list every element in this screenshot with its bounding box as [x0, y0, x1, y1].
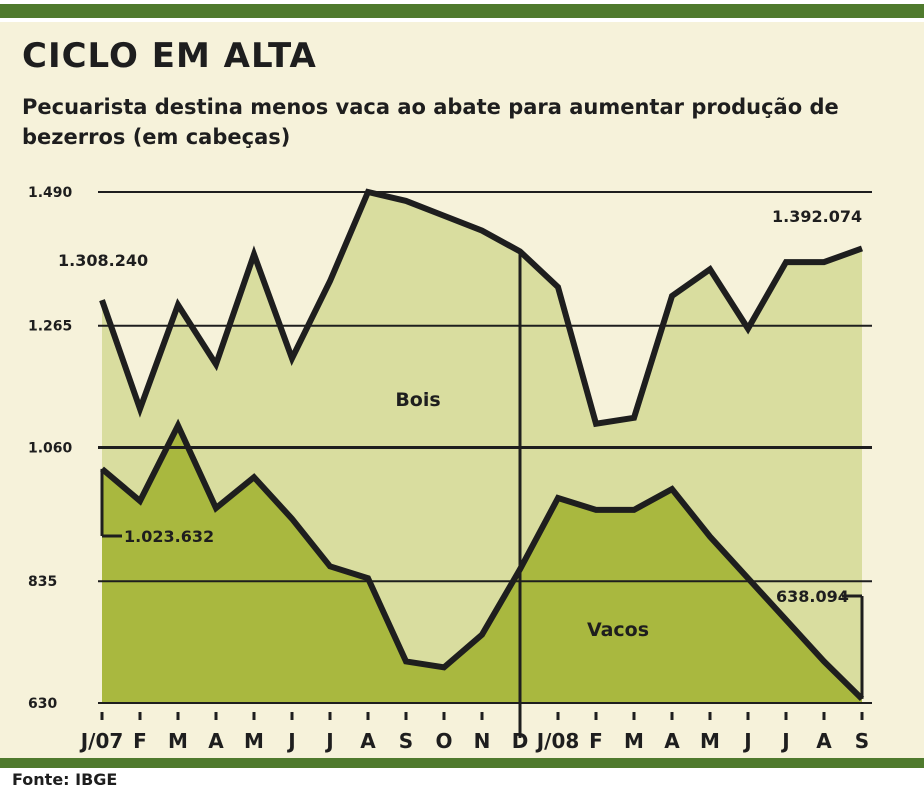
x-tick-label: M [624, 729, 644, 753]
chart-subtitle: Pecuarista destina menos vaca ao abate p… [22, 95, 839, 149]
x-tick-label: J [780, 729, 789, 753]
x-tick-label: S [399, 729, 413, 753]
series-label-vacos: Vacos [587, 619, 649, 641]
x-tick-label: A [816, 729, 832, 753]
x-tick-label: M [700, 729, 720, 753]
annotation-label: 1.023.632 [124, 527, 214, 546]
vacos-line [100, 418, 865, 701]
y-tick-label: 1.490 [28, 185, 73, 201]
x-tick-label: A [664, 729, 680, 753]
y-tick-label: 630 [28, 696, 57, 712]
x-tick-label: J [324, 729, 333, 753]
x-tick-label: S [855, 729, 869, 753]
bois-line [99, 188, 864, 428]
chart-title: CICLO EM ALTA [22, 36, 317, 76]
x-tick-label: M [244, 729, 264, 753]
x-tick-label: J/08 [535, 729, 580, 753]
x-tick-label: J [742, 729, 751, 753]
x-tick-label: J [286, 729, 295, 753]
x-tick-label: N [474, 729, 491, 753]
x-tick-label: M [168, 729, 188, 753]
x-tick-label: D [512, 729, 529, 753]
x-tick-label: J/07 [79, 729, 124, 753]
source-note: Fonte: IBGE [12, 770, 118, 789]
y-tick-label: 1.265 [28, 319, 72, 335]
bottom-color-bar [0, 758, 924, 768]
annotation-label: 1.308.240 [58, 251, 148, 270]
top-color-bar [0, 4, 924, 18]
x-tick-label: F [133, 729, 147, 753]
x-tick-label: F [589, 729, 603, 753]
x-tick-label: A [208, 729, 224, 753]
annotation-label: 1.392.074 [772, 207, 862, 226]
x-tick-label: O [435, 729, 452, 753]
x-tick-label: A [360, 729, 376, 753]
y-tick-label: 1.060 [28, 441, 73, 457]
vacos-area [102, 425, 862, 703]
annotation-label: 638.094 [776, 587, 849, 606]
series-label-bois: Bois [395, 389, 440, 411]
y-tick-label: 835 [28, 574, 57, 590]
